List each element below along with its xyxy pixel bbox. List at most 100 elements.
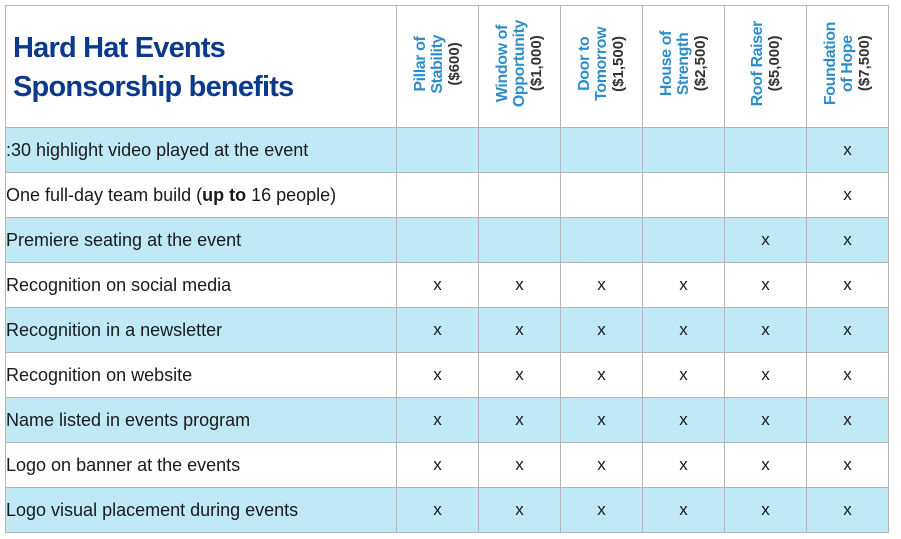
sponsorship-benefits-table: Hard Hat Events Sponsorship benefits Pil…: [5, 5, 889, 533]
benefit-mark-cell: x: [478, 487, 561, 533]
benefit-mark-cell: x: [560, 487, 643, 533]
benefit-mark-cell: x: [560, 262, 643, 308]
benefit-mark-cell: x: [560, 352, 643, 398]
benefit-mark-cell: [724, 172, 807, 218]
level-name-line-2: Strength: [675, 32, 692, 96]
benefit-mark-cell: x: [396, 442, 479, 488]
benefit-mark-cell: [478, 172, 561, 218]
level-name-line-2: Opportunity: [511, 20, 528, 108]
level-header-house-of-strength: House of Strength ($2,500): [642, 5, 725, 128]
level-name-line-1: Roof Raiser: [748, 21, 766, 107]
table-row: Name listed in events program x x x x x x: [5, 397, 889, 443]
benefit-label: One full-day team build (up to 16 people…: [5, 172, 397, 218]
benefit-mark-cell: x: [396, 262, 479, 308]
benefit-label: :30 highlight video played at the event: [5, 127, 397, 173]
benefit-mark-cell: x: [478, 307, 561, 353]
benefit-label: Recognition on website: [5, 352, 397, 398]
benefit-mark-cell: x: [724, 397, 807, 443]
benefit-mark-cell: [642, 217, 725, 263]
benefit-label-text: Premiere seating at the event: [6, 229, 242, 250]
table-row: One full-day team build (up to 16 people…: [5, 172, 889, 218]
level-name-line-2: of Hope: [839, 35, 856, 93]
benefit-mark-cell: x: [478, 397, 561, 443]
benefit-mark-cell: [560, 217, 643, 263]
benefit-label-text: Recognition on website: [6, 364, 193, 385]
benefit-mark-cell: [560, 127, 643, 173]
level-name-line-1: Door to: [576, 36, 593, 92]
benefit-label: Name listed in events program: [5, 397, 397, 443]
page-title: Hard Hat Events Sponsorship benefits: [6, 27, 396, 107]
benefit-mark-cell: x: [642, 262, 725, 308]
benefit-mark-cell: [560, 172, 643, 218]
benefit-mark-cell: x: [642, 352, 725, 398]
level-name-line-1: Window of: [494, 25, 511, 103]
benefit-label: Recognition in a newsletter: [5, 307, 397, 353]
benefit-label-text-end: 16 people): [246, 184, 337, 205]
level-name-line-1: Foundation: [822, 22, 839, 106]
benefit-label-text: Recognition on social media: [6, 274, 232, 295]
benefit-mark-cell: [642, 172, 725, 218]
benefit-label: Recognition on social media: [5, 262, 397, 308]
level-header-door-to-tomorrow: Door to Tomorrow ($1,500): [560, 5, 643, 128]
level-name-line-1: House of: [658, 31, 675, 97]
level-price: ($1,500): [610, 36, 627, 92]
benefit-mark-cell: x: [724, 442, 807, 488]
benefit-mark-cell: x: [642, 442, 725, 488]
benefit-mark-cell: x: [478, 352, 561, 398]
benefit-mark-cell: x: [806, 217, 889, 263]
benefit-mark-cell: [478, 127, 561, 173]
benefit-mark-cell: x: [724, 487, 807, 533]
level-price: ($5,000): [765, 36, 783, 92]
level-price: ($600): [446, 42, 463, 86]
table-row: Logo visual placement during events x x x x x…: [5, 487, 889, 533]
title-line-1: Hard Hat Events: [13, 31, 226, 64]
benefit-mark-cell: [642, 127, 725, 173]
benefit-label: Logo on banner at the events: [5, 442, 397, 488]
level-name-line-2: Stability: [429, 34, 446, 94]
table-row: Recognition on website x x x x x x: [5, 352, 889, 398]
benefit-mark-cell: x: [724, 352, 807, 398]
level-header-foundation-of-hope: Foundation of Hope ($7,500): [806, 5, 889, 128]
benefit-label-text: Logo visual placement during events: [6, 499, 299, 520]
table-row: Recognition in a newsletter x x x x x x: [5, 307, 889, 353]
benefit-mark-cell: x: [560, 442, 643, 488]
table-row: Logo on banner at the events x x x x x x: [5, 442, 889, 488]
benefit-mark-cell: x: [478, 442, 561, 488]
header-row: Hard Hat Events Sponsorship benefits Pil…: [5, 5, 889, 128]
benefit-mark-cell: x: [396, 487, 479, 533]
level-header-pillar-of-stability: Pillar of Stability ($600): [396, 5, 479, 128]
level-price: ($7,500): [856, 36, 873, 92]
table-row: :30 highlight video played at the event x: [5, 127, 889, 173]
benefit-mark-cell: [396, 172, 479, 218]
benefit-mark-cell: [724, 127, 807, 173]
benefit-mark-cell: x: [806, 127, 889, 173]
benefit-label-emphasis: up to: [202, 184, 247, 205]
level-name-line-2: Tomorrow: [593, 27, 610, 101]
benefit-label-text: Recognition in a newsletter: [6, 319, 223, 340]
benefit-mark-cell: x: [560, 307, 643, 353]
title-cell: Hard Hat Events Sponsorship benefits: [5, 5, 397, 128]
benefit-mark-cell: x: [642, 307, 725, 353]
benefit-label-text: Name listed in events program: [6, 409, 251, 430]
benefit-mark-cell: x: [806, 487, 889, 533]
benefit-mark-cell: x: [806, 352, 889, 398]
benefit-mark-cell: x: [724, 217, 807, 263]
benefit-mark-cell: x: [724, 307, 807, 353]
benefit-mark-cell: x: [806, 307, 889, 353]
benefit-label: Logo visual placement during events: [5, 487, 397, 533]
benefit-mark-cell: x: [806, 397, 889, 443]
level-price: ($1,000): [528, 36, 545, 92]
level-header-roof-raiser: Roof Raiser ($5,000): [724, 5, 807, 128]
benefit-mark-cell: x: [396, 397, 479, 443]
benefit-label-text: :30 highlight video played at the event: [6, 139, 309, 160]
benefit-mark-cell: x: [560, 397, 643, 443]
table-row: Premiere seating at the event x x: [5, 217, 889, 263]
benefit-label: Premiere seating at the event: [5, 217, 397, 263]
benefit-label-text: One full-day team build (: [6, 184, 203, 205]
benefit-mark-cell: x: [478, 262, 561, 308]
title-line-2: Sponsorship benefits: [13, 70, 294, 103]
benefit-rows: :30 highlight video played at the event x…: [5, 127, 889, 533]
benefit-mark-cell: x: [806, 172, 889, 218]
level-name-line-1: Pillar of: [412, 36, 429, 92]
